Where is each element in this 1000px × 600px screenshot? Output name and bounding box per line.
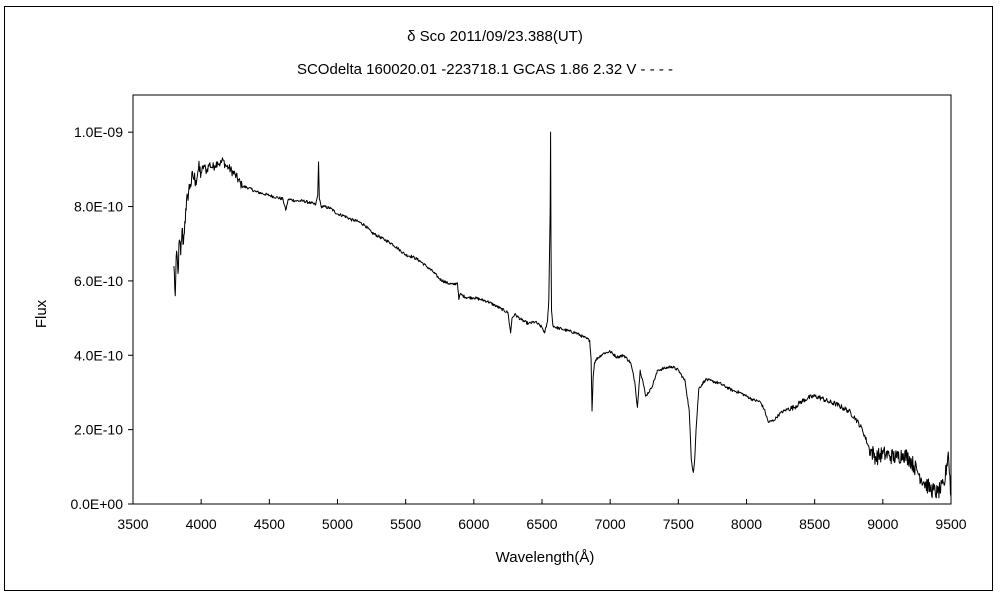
axes: [128, 94, 952, 505]
x-tick-label: 8000: [731, 516, 762, 532]
y-axis-label: Flux: [33, 299, 50, 328]
y-tick-label: 8.0E-10: [74, 199, 123, 215]
x-tick-label: 7000: [595, 516, 626, 532]
series-group: [173, 131, 952, 499]
x-tick-label: 8500: [799, 516, 830, 532]
y-tick-label: 0.0E+00: [70, 496, 123, 512]
x-tick-label: 5500: [390, 516, 421, 532]
series-line: [173, 131, 952, 499]
x-tick-label: 9500: [935, 516, 966, 532]
tick-labels: 3500 4000 4500 5000 5500 6000 6500 7000 7500 8000…: [70, 124, 966, 532]
y-tick-label: 2.0E-10: [74, 422, 123, 438]
x-tick-label: 9000: [867, 516, 898, 532]
plot-area-border: [132, 94, 952, 505]
y-tick-label: 6.0E-10: [74, 273, 123, 289]
x-tick-label: 7500: [663, 516, 694, 532]
chart-frame: δ Sco 2011/09/23.388(UT) SCOdelta 160020…: [4, 6, 993, 591]
y-tick-label: 4.0E-10: [74, 347, 123, 363]
chart-subtitle: SCOdelta 160020.01 -223718.1 GCAS 1.86 2…: [297, 61, 673, 78]
y-tick-label: 1.0E-09: [74, 124, 123, 140]
x-tick-label: 4500: [254, 516, 285, 532]
x-tick-label: 3500: [117, 516, 148, 532]
spectrum-chart: δ Sco 2011/09/23.388(UT) SCOdelta 160020…: [33, 28, 967, 566]
x-tick-label: 4000: [186, 516, 217, 532]
x-tick-label: 5000: [322, 516, 353, 532]
chart-title: δ Sco 2011/09/23.388(UT): [407, 28, 583, 45]
x-axis-label: Wavelength(Å): [496, 549, 595, 566]
x-tick-label: 6000: [458, 516, 489, 532]
x-tick-label: 6500: [526, 516, 557, 532]
